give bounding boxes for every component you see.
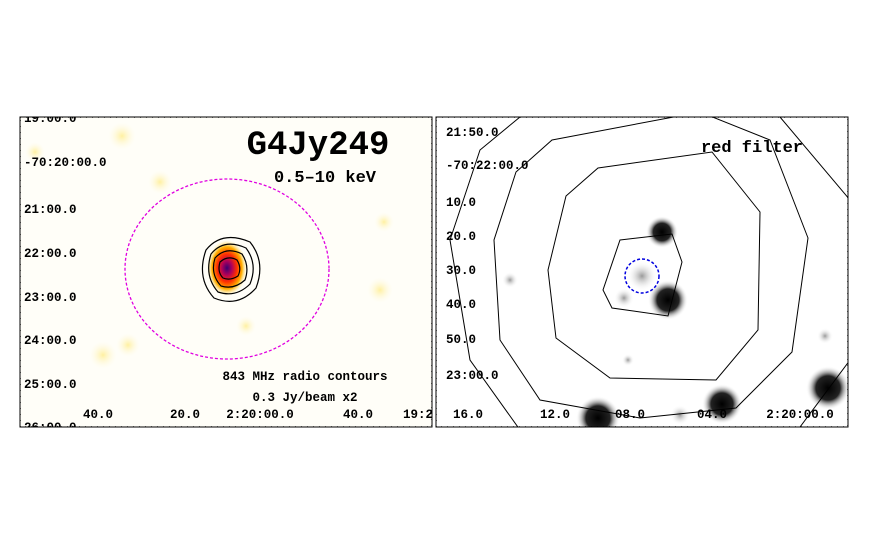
filter-label: red filter [701, 139, 803, 158]
right-image [436, 117, 848, 427]
y-label: 24:00.0 [24, 334, 77, 348]
y-label: 22:00.0 [24, 247, 77, 261]
x-label: 40.0 [343, 408, 373, 422]
right-frame [435, 116, 849, 428]
y-label: 40.0 [446, 298, 476, 312]
left-labels: G4Jy249 0.5–10 keV 843 MHz radio contour… [222, 127, 389, 405]
y-label: 23:00.0 [446, 369, 499, 383]
y-label: 10.0 [446, 196, 476, 210]
y-label: 20.0 [446, 230, 476, 244]
y-label: 30.0 [446, 264, 476, 278]
y-label: 23:00.0 [24, 291, 77, 305]
tick-group: 19:00.0 -70:20:00.0 21:00.0 22:00.0 23:00.0 2… [24, 112, 433, 435]
x-label: 04.0 [697, 408, 727, 422]
x-label: 16.0 [453, 408, 483, 422]
title: G4Jy249 [247, 127, 390, 165]
x-label: 40.0 [83, 408, 113, 422]
y-label: 26:00.0 [24, 421, 77, 435]
y-label: 21:00.0 [24, 203, 77, 217]
y-label: -70:22:00.0 [446, 159, 529, 173]
tick-labels: 19:00.0-70:20:00.021:00.022:00.023:00.02… [24, 112, 834, 435]
x-label: 08.0 [615, 408, 645, 422]
left-image [20, 117, 432, 427]
x-label: 2:20:00.0 [226, 408, 294, 422]
x-label: 12.0 [540, 408, 570, 422]
note: 843 MHz radio contours [222, 370, 387, 384]
right-labels: red filter [701, 139, 803, 158]
y-label: 21:50.0 [446, 126, 499, 140]
x-label: 2:20:00.0 [766, 408, 834, 422]
x-label: 19:2 [403, 408, 433, 422]
y-label: 25:00.0 [24, 378, 77, 392]
y-label: -70:20:00.0 [24, 156, 107, 170]
left-frame [19, 116, 433, 428]
y-label: 19:00.0 [24, 112, 77, 126]
tick-group: 21:50.0 -70:22:00.0 10.0 20.0 30.0 40.0 50.0 23… [446, 126, 834, 422]
subtitle: 0.5–10 keV [274, 169, 377, 188]
x-label: 20.0 [170, 408, 200, 422]
y-label: 50.0 [446, 333, 476, 347]
note: 0.3 Jy/beam x2 [252, 391, 357, 405]
